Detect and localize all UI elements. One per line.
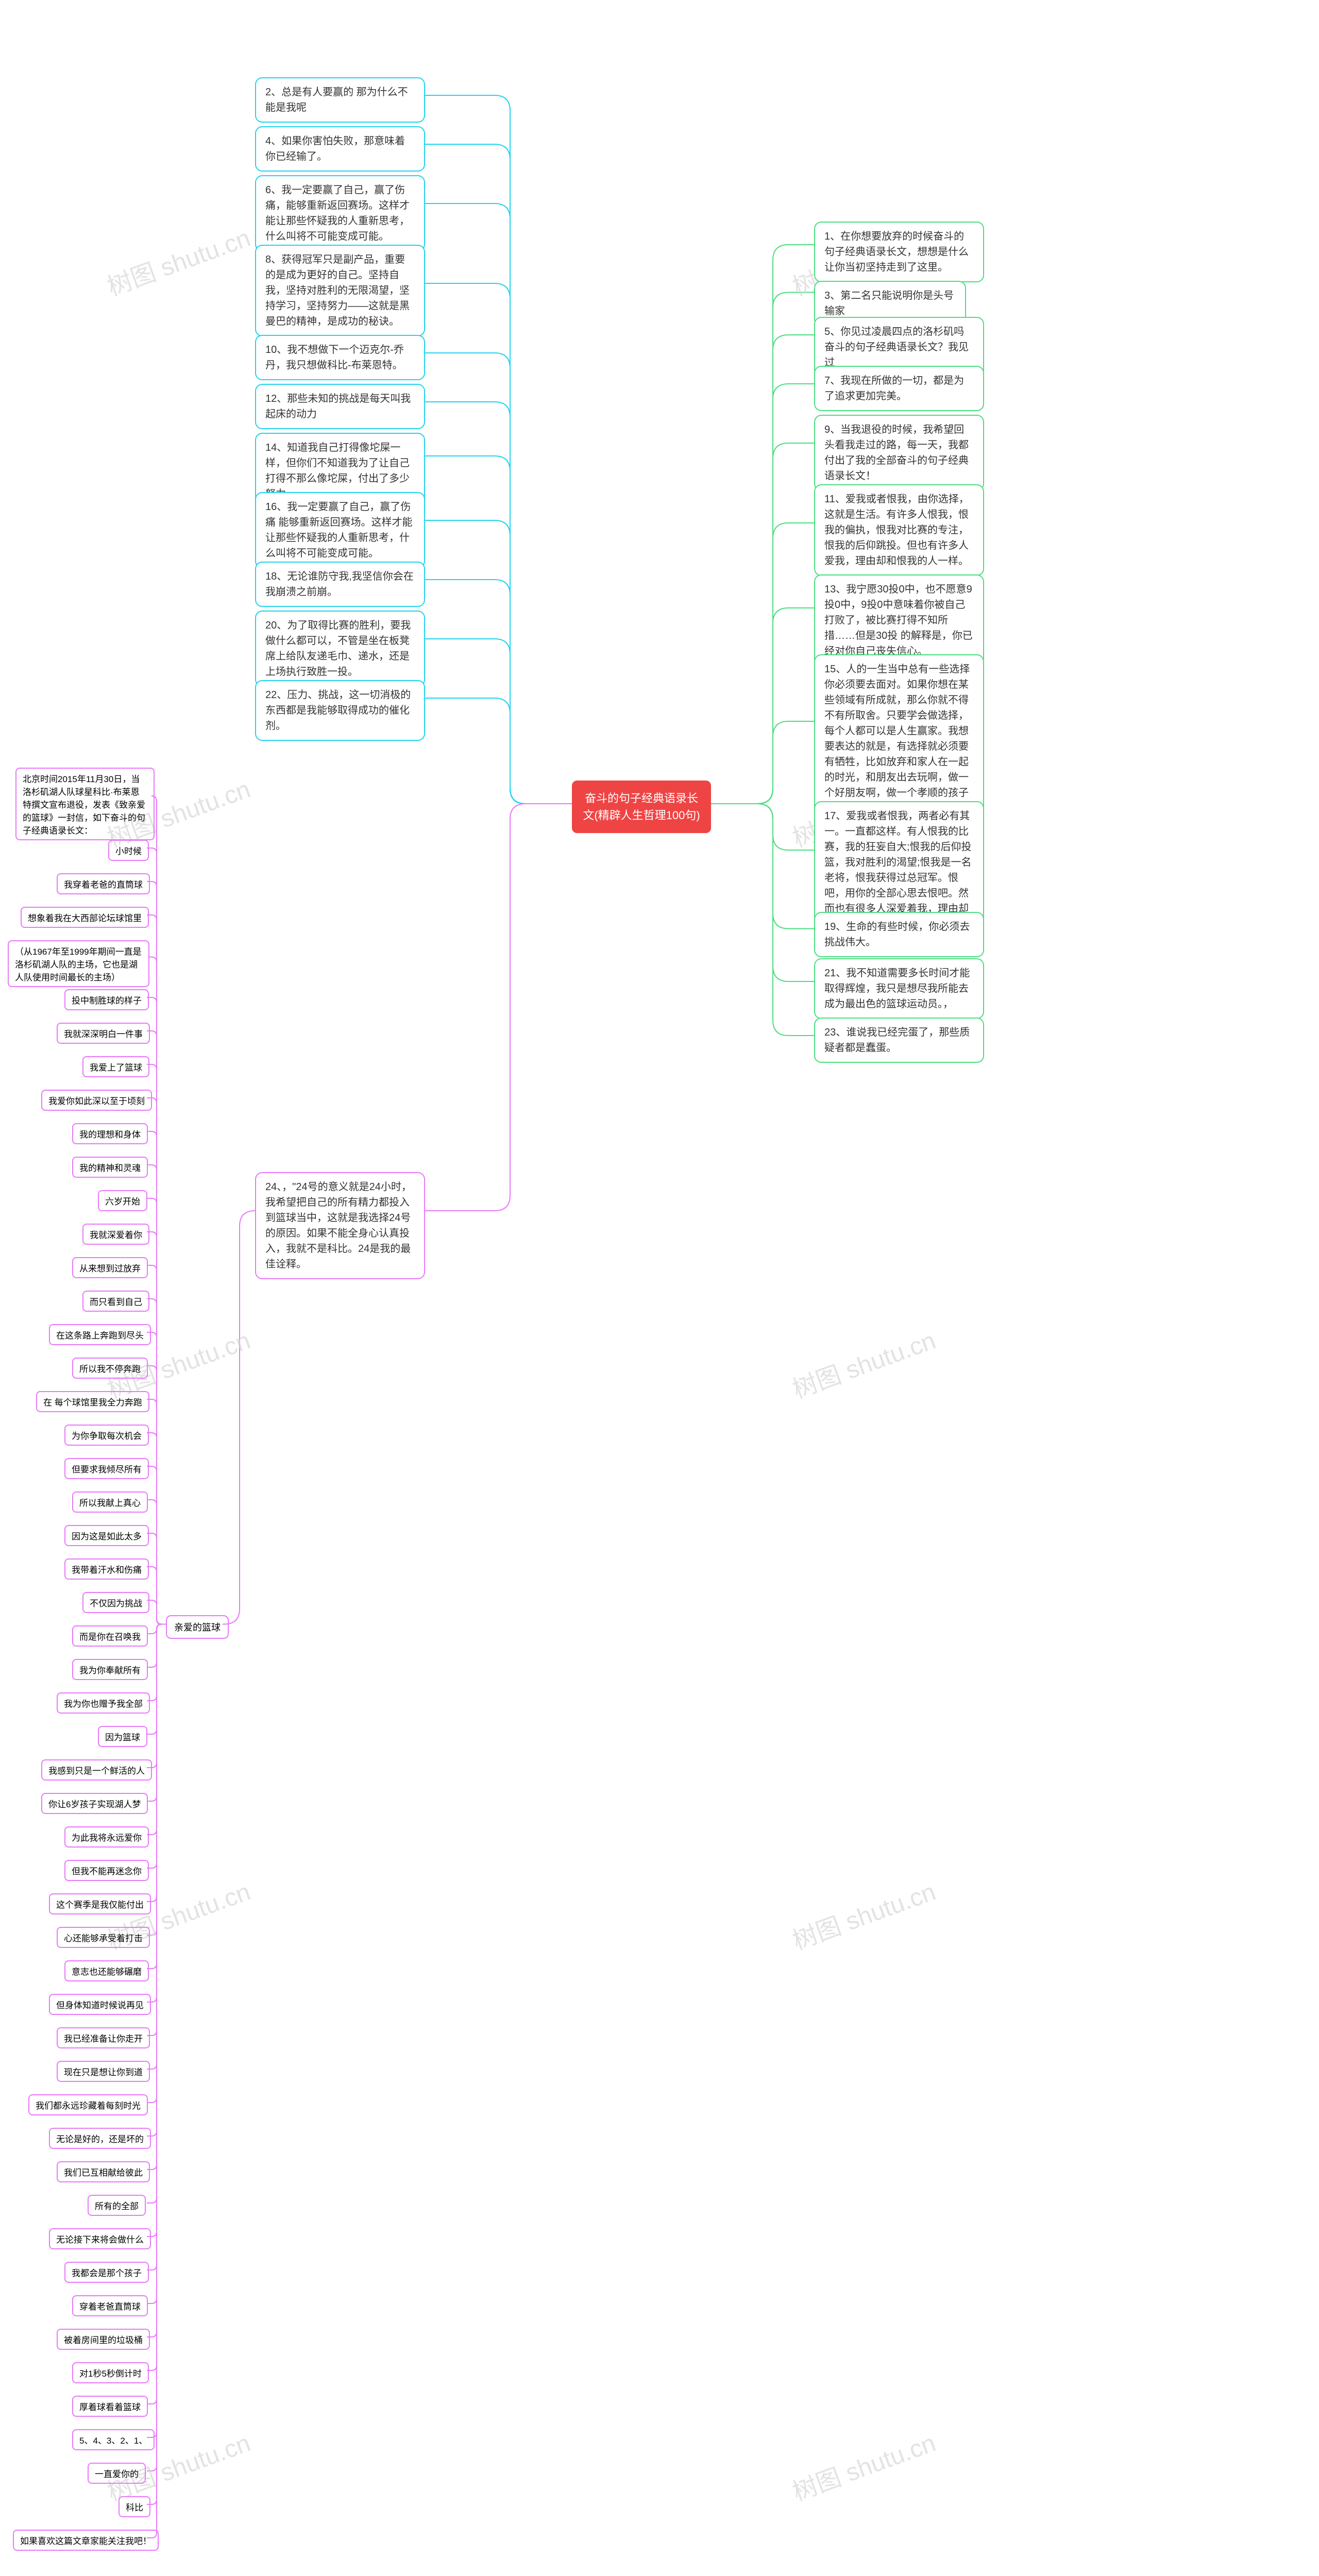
leaf-node-39: 我们都永远珍藏着每刻时光 xyxy=(28,2094,148,2115)
leaf-node-20: 但要求我倾尽所有 xyxy=(64,1458,149,1479)
leaf-node-8: 我爱上了篮球 xyxy=(82,1056,149,1077)
leaf-node-47: 对1秒5秒倒计时 xyxy=(72,2362,149,2383)
leaf-node-52: 如果喜欢这篇文章家能关注我吧！ xyxy=(13,2530,159,2551)
leaf-node-36: 但身体知道时候说再见 xyxy=(49,1994,151,2015)
right-node-4: 7、我现在所做的一切，都是为了追求更加完美。 xyxy=(814,366,984,411)
leaf-node-14: 从来想到过放弃 xyxy=(72,1257,148,1278)
hub-node: 亲爱的篮球 xyxy=(166,1615,229,1639)
leaf-node-42: 所有的全部 xyxy=(88,2195,146,2216)
node-24: 24、，"24号的意义就是24小时，我希望把自己的所有精力都投入到篮球当中，这就… xyxy=(255,1172,425,1279)
leaf-node-15: 而只看到自己 xyxy=(82,1291,149,1312)
leaf-node-32: 但我不能再迷念你 xyxy=(64,1860,149,1881)
left-mid-node-3: 6、我一定要赢了自己，赢了伤痛，能够重新返回赛场。这样才能让那些怀疑我的人重新思… xyxy=(255,175,425,251)
leaf-node-6: 投中制胜球的样子 xyxy=(64,989,149,1010)
leaf-node-1: 北京时间2015年11月30日，当洛杉矶湖人队球星科比·布莱恩特撰文宣布退役，发… xyxy=(15,768,155,840)
leaf-node-9: 我爱你如此深以至于顷刻 xyxy=(41,1090,152,1111)
connector-layer xyxy=(0,0,1319,2576)
left-mid-node-5: 10、我不想做下一个迈克尔-乔丹，我只想做科比-布莱恩特。 xyxy=(255,335,425,380)
leaf-node-34: 心还能够承受着打击 xyxy=(57,1927,150,1948)
leaf-node-3: 我穿着老爸的直筒球 xyxy=(57,873,150,894)
leaf-node-10: 我的理想和身体 xyxy=(72,1123,148,1144)
leaf-node-44: 我都会是那个孩子 xyxy=(64,2262,149,2283)
leaf-node-12: 六岁开始 xyxy=(98,1190,147,1211)
leaf-node-33: 这个赛季是我仅能付出 xyxy=(49,1893,151,1914)
left-mid-node-2: 4、如果你害怕失败，那意味着你已经输了。 xyxy=(255,126,425,172)
leaf-node-4: 想象着我在大西部论坛球馆里 xyxy=(21,907,149,928)
left-mid-node-10: 20、为了取得比赛的胜利，要我做什么都可以，不管是坐在板凳席上给队友递毛巾、递水… xyxy=(255,611,425,687)
leaf-node-23: 我带着汗水和伤痛 xyxy=(64,1558,149,1580)
leaf-node-25: 而是你在召唤我 xyxy=(72,1625,148,1647)
leaf-node-45: 穿着老爸直筒球 xyxy=(72,2295,148,2316)
right-node-5: 9、当我退役的时候，我希望回头看我走过的路，每一天，我都付出了我的全部奋斗的句子… xyxy=(814,415,984,491)
leaf-node-5: （从1967年至1999年期间一直是洛杉矶湖人队的主场，它也是湖人队使用时间最长… xyxy=(8,940,149,987)
leaf-node-22: 因为这是如此太多 xyxy=(64,1525,149,1546)
right-node-6: 11、爱我或者恨我，由你选择，这就是生活。有许多人恨我，恨我的偏执，恨我对比赛的… xyxy=(814,484,984,576)
leaf-node-2: 小时候 xyxy=(108,840,149,861)
leaf-node-7: 我就深深明白一件事 xyxy=(57,1023,150,1044)
leaf-node-40: 无论是好的，还是坏的 xyxy=(49,2128,151,2149)
left-mid-node-1: 2、总是有人要赢的 那为什么不能是我呢 xyxy=(255,77,425,123)
leaf-node-30: 你让6岁孩子实现湖人梦 xyxy=(41,1793,148,1814)
left-mid-node-9: 18、无论谁防守我,我坚信你会在我崩溃之前崩。 xyxy=(255,562,425,607)
right-node-7: 13、我宁愿30投0中，也不愿意9投0中，9投0中意味着你被自己打败了，被比赛打… xyxy=(814,574,984,666)
right-node-11: 21、我不知道需要多长时间才能取得辉煌，我只是想尽我所能去成为最出色的篮球运动员… xyxy=(814,958,984,1019)
leaf-node-51: 科比 xyxy=(119,2496,150,2517)
leaf-node-35: 意志也还能够碾磨 xyxy=(64,1960,149,1981)
left-mid-node-4: 8、获得冠军只是副产品，重要的是成为更好的自己。坚持自我，坚持对胜利的无限渴望，… xyxy=(255,245,425,336)
leaf-node-16: 在这条路上奔跑到尽头 xyxy=(49,1324,151,1345)
leaf-node-19: 为你争取每次机会 xyxy=(64,1425,149,1446)
left-mid-node-6: 12、那些未知的挑战是每天叫我起床的动力 xyxy=(255,384,425,429)
leaf-node-17: 所以我不停奔跑 xyxy=(72,1358,148,1379)
leaf-node-46: 被着房间里的垃圾桶 xyxy=(57,2329,150,2350)
watermark: 树图 shutu.cn xyxy=(787,1871,940,1956)
center-node: 奋斗的句子经典语录长文(精辟人生哲理100句) xyxy=(572,781,711,833)
leaf-node-50: 一直爱你的 xyxy=(88,2463,146,2484)
leaf-node-48: 厚着球看着篮球 xyxy=(72,2396,148,2417)
leaf-node-18: 在 每个球馆里我全力奔跑 xyxy=(36,1391,149,1412)
leaf-node-31: 为此我将永远爱你 xyxy=(64,1826,149,1848)
watermark: 树图 shutu.cn xyxy=(787,1320,940,1405)
leaf-node-37: 我已经准备让你走开 xyxy=(57,2027,150,2048)
leaf-node-49: 5、4、3、2、1、 xyxy=(72,2429,155,2450)
right-node-10: 19、生命的有些时候，你必须去挑战伟大。 xyxy=(814,912,984,957)
leaf-node-29: 我感到只是一个鲜活的人 xyxy=(41,1759,152,1781)
leaf-node-28: 因为篮球 xyxy=(98,1726,147,1747)
watermark: 树图 shutu.cn xyxy=(102,217,255,302)
left-mid-node-11: 22、压力、挑战，这一切消极的东西都是我能够取得成功的催化剂。 xyxy=(255,680,425,741)
left-mid-node-8: 16、我一定要赢了自己，赢了伤痛 能够重新返回赛场。这样才能让那些怀疑我的人重新… xyxy=(255,492,425,568)
leaf-node-21: 所以我献上真心 xyxy=(72,1492,148,1513)
leaf-node-26: 我为你奉献所有 xyxy=(72,1659,148,1680)
right-node-1: 1、在你想要放弃的时候奋斗的句子经典语录长文，想想是什么让你当初坚持走到了这里。 xyxy=(814,222,984,282)
leaf-node-38: 现在只是想让你到道 xyxy=(57,2061,150,2082)
leaf-node-24: 不仅因为挑战 xyxy=(82,1592,149,1613)
leaf-node-27: 我为你也赠予我全部 xyxy=(57,1692,150,1714)
right-node-12: 23、谁说我已经完蛋了，那些质疑者都是蠢蛋。 xyxy=(814,1018,984,1063)
leaf-node-41: 我们已互相献给彼此 xyxy=(57,2161,150,2182)
leaf-node-13: 我就深爱着你 xyxy=(82,1224,149,1245)
leaf-node-43: 无论接下来将会做什么 xyxy=(49,2228,151,2249)
watermark: 树图 shutu.cn xyxy=(787,2422,940,2507)
leaf-node-11: 我的精神和灵魂 xyxy=(72,1157,148,1178)
